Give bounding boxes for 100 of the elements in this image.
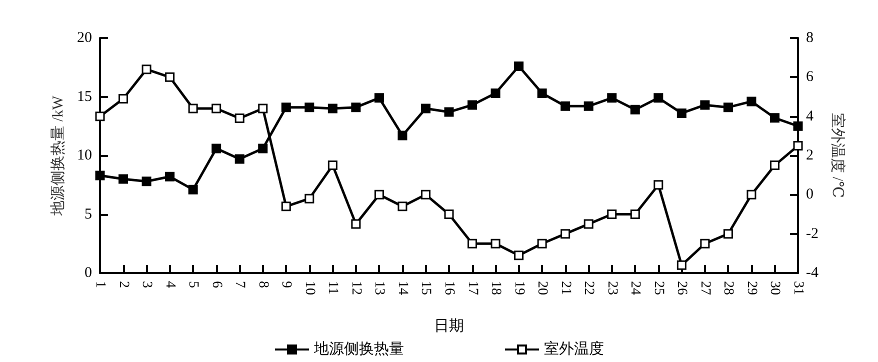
point <box>281 202 291 212</box>
point <box>630 104 640 114</box>
point <box>468 238 478 248</box>
y-tick-label: 0 <box>84 265 92 281</box>
y-tick-label: 10 <box>77 148 92 164</box>
point <box>351 102 361 112</box>
point <box>165 172 175 182</box>
point <box>142 64 152 74</box>
point <box>654 93 664 103</box>
point <box>607 210 617 219</box>
y2-tick-label: 2 <box>806 148 814 164</box>
point <box>374 190 384 200</box>
x-tick-label: 29 <box>744 281 759 295</box>
point <box>398 130 408 140</box>
x-tick-label: 6 <box>208 281 224 288</box>
point <box>468 100 478 110</box>
x-tick-label: 20 <box>534 281 550 295</box>
x-tick-label: 9 <box>278 281 294 288</box>
x-tick-label: 28 <box>720 281 736 295</box>
point <box>560 229 570 239</box>
point <box>281 102 291 112</box>
x-tick-label: 15 <box>418 281 434 295</box>
point <box>328 104 338 114</box>
x-tick-label: 30 <box>767 281 782 295</box>
point <box>95 170 105 180</box>
x-tick-label: 31 <box>790 281 806 295</box>
point <box>676 108 686 118</box>
point <box>607 93 617 103</box>
point <box>514 61 524 71</box>
x-tick-label: 16 <box>442 281 456 295</box>
point <box>398 202 408 212</box>
point <box>420 190 430 200</box>
y2-tick-label: 8 <box>806 30 814 46</box>
point <box>654 180 664 190</box>
point <box>142 176 152 186</box>
point <box>188 184 198 194</box>
x-tick-label: 5 <box>186 281 201 288</box>
point <box>351 219 361 229</box>
x-tick-label: 3 <box>139 281 154 288</box>
y2-tick-label: -4 <box>806 265 819 281</box>
point <box>676 260 686 270</box>
point <box>118 174 128 184</box>
y2-tick-label: 0 <box>806 186 814 203</box>
point <box>304 194 314 204</box>
point <box>374 93 384 103</box>
point <box>234 114 244 124</box>
point <box>212 104 222 114</box>
point <box>584 219 594 229</box>
point <box>490 238 500 248</box>
x-tick-label: 21 <box>558 281 573 295</box>
y2-tick-label: -2 <box>806 226 818 242</box>
point <box>514 250 524 260</box>
x-tick-label: 24 <box>628 281 643 295</box>
x-tick-label: 26 <box>674 281 690 295</box>
x-tick-label: 13 <box>372 281 387 295</box>
point <box>490 88 500 98</box>
y-tick-label: 5 <box>84 206 92 222</box>
point <box>444 210 454 219</box>
point <box>304 102 314 112</box>
point <box>723 229 733 239</box>
point <box>560 101 570 111</box>
x-tick-label: 27 <box>697 281 712 295</box>
point <box>630 210 640 219</box>
point <box>746 190 756 200</box>
x-tick-label: 11 <box>325 281 340 294</box>
point <box>188 104 198 114</box>
point <box>770 160 780 170</box>
x-tick-label: 22 <box>581 281 596 295</box>
point <box>444 107 454 117</box>
point <box>95 112 105 122</box>
point <box>537 238 547 248</box>
legend-label: 地源侧换热量 <box>313 340 404 358</box>
y-tick-label: 20 <box>77 30 92 46</box>
point <box>258 144 268 154</box>
x-tick-label: 1 <box>92 281 108 288</box>
point <box>258 104 268 114</box>
x-tick-label: 25 <box>650 281 666 295</box>
legend-label: 室外温度 <box>544 340 604 358</box>
point <box>793 121 803 131</box>
x-tick-label: 7 <box>232 281 248 288</box>
point <box>537 88 547 98</box>
x-tick-label: 19 <box>511 281 526 295</box>
x-tick-label: 4 <box>162 281 178 288</box>
point <box>212 144 222 154</box>
x-tick-label: 10 <box>302 281 317 295</box>
point <box>165 72 175 82</box>
point <box>723 102 733 112</box>
point <box>420 104 430 114</box>
point <box>584 101 594 111</box>
x-tick-label: 14 <box>394 281 410 295</box>
x-tick-label: 23 <box>604 281 620 295</box>
y-axis-title: 地源侧换热量 /kW <box>50 94 67 216</box>
point <box>328 160 338 170</box>
point <box>793 140 803 150</box>
point <box>770 113 780 123</box>
y-tick-label: 15 <box>77 88 92 105</box>
x-tick-label: 17 <box>464 281 480 295</box>
point <box>118 94 128 104</box>
x-tick-label: 2 <box>116 281 131 288</box>
x-tick-label: 8 <box>255 281 270 288</box>
